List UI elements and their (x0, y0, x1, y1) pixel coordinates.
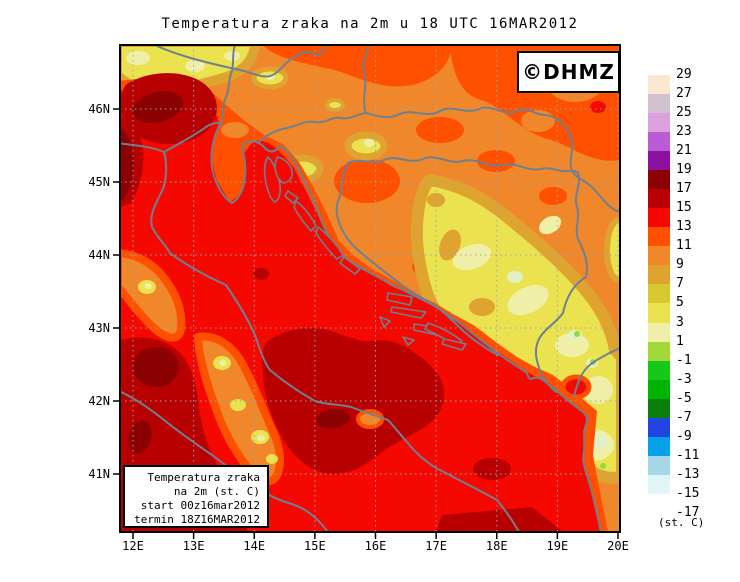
border-bosnia-serbia-montenegro (534, 172, 589, 393)
colorbar-swatch (648, 151, 670, 171)
graticule (120, 45, 620, 532)
colorbar-label: -15 (676, 485, 700, 501)
lat-axis-label: 42N (88, 394, 110, 408)
colorbar-swatch (648, 208, 670, 228)
colorbar-swatch (648, 322, 670, 343)
istria-croatia-coastline (210, 123, 602, 532)
colorbar-swatch (648, 75, 670, 95)
colorbar-label: 5 (676, 295, 684, 311)
colorbar-label: -9 (676, 428, 692, 444)
colorbar-swatch (648, 360, 670, 381)
lon-axis-label: 17E (425, 539, 447, 553)
border-croatia-hungary-serbia (365, 106, 620, 213)
border-croatia-bosnia-west (335, 162, 499, 356)
colorbar-swatch (648, 474, 670, 495)
border-croatia-bosnia-north (347, 156, 579, 174)
lon-axis-label: 18E (486, 539, 508, 553)
colorbar-label: -17 (676, 504, 700, 520)
istria-north-orange (221, 122, 249, 138)
lon-axis-label: 14E (243, 539, 265, 553)
colorbar-swatch (648, 227, 670, 247)
lon-axis-label: 13E (183, 539, 205, 553)
italy-adriatic-coastline (120, 142, 520, 532)
lon-axis-label: 19E (547, 539, 569, 553)
colorbar-label: 23 (676, 124, 692, 140)
colorbar-label: 9 (676, 257, 684, 273)
colorbar-swatch (648, 113, 670, 133)
lat-axis-label: 43N (88, 321, 110, 335)
lat-axis-label: 46N (88, 102, 110, 116)
colorbar-label: -13 (676, 466, 700, 482)
axis-labels: 12E 13E 14E 15E 16E 17E 18E 19E 20E 46N 45N 44N 43N 4… (88, 102, 629, 553)
colorbar-label: 7 (676, 276, 684, 292)
legend-line-level: na 2m (st. C) (173, 485, 260, 498)
border-montenegro-albania (573, 346, 620, 398)
colorbar-swatch (648, 417, 670, 438)
colorbar-swatch (648, 455, 670, 476)
apennine-patches (120, 249, 284, 486)
lon-axis-label: 12E (122, 539, 144, 553)
colorbar-swatch (648, 246, 670, 266)
colorbar-label: 1 (676, 333, 684, 349)
colorbar-label: 21 (676, 143, 692, 159)
lat-axis-label: 45N (88, 175, 110, 189)
colorbar: 29 27 25 23 21 19 17 15 13 11 9 7 5 3 1 -1 -3 -5 -7 -9 -11 -1… (648, 0, 738, 582)
warm-inland-patches (262, 45, 620, 306)
colorbar-label: -3 (676, 371, 692, 387)
gulf-of-venice-coastline (163, 122, 222, 153)
dhmz-logo-text: ©DHMZ (522, 60, 615, 84)
axis-ticks (113, 108, 619, 539)
map-frame (119, 44, 621, 533)
legend-line-param: Temperatura zraka (147, 471, 260, 484)
lon-axis-label: 16E (365, 539, 387, 553)
colorbar-swatch (648, 284, 670, 305)
lon-axis-label: 20E (607, 539, 629, 553)
colorbar-label: -5 (676, 390, 692, 406)
colorbar-swatch (648, 94, 670, 114)
colorbar-label: 13 (676, 219, 692, 235)
colorbar-swatch (648, 341, 670, 362)
colorbar-label: 15 (676, 200, 692, 216)
adriatic-islands (263, 156, 467, 351)
colorbar-label: 29 (676, 67, 692, 82)
colorbar-swatch (648, 132, 670, 152)
border-austria (154, 45, 328, 78)
colorbar-swatch (648, 189, 670, 209)
colorbar-label: 3 (676, 314, 684, 330)
colorbar-swatch (648, 170, 670, 190)
lat-axis-label: 44N (88, 248, 110, 262)
border-slovenia-hungary (362, 45, 370, 114)
map-canvas (120, 45, 620, 532)
border-italy-slovenia (220, 45, 236, 125)
legend-box: Temperatura zraka na 2m (st. C) start 00… (123, 465, 269, 528)
colorbar-swatch (648, 398, 670, 419)
country-borders (154, 45, 620, 398)
colorbar-label: 17 (676, 181, 692, 197)
colorbar-label: 11 (676, 238, 692, 254)
colorbar-label: -1 (676, 352, 692, 368)
colorbar-label: -7 (676, 409, 692, 425)
colorbar-swatch (648, 379, 670, 400)
lon-axis-label: 15E (304, 539, 326, 553)
page-title: Temperatura zraka na 2m u 18 UTC 16MAR20… (161, 16, 579, 32)
legend-line-start: start 00z16mar2012 (140, 499, 260, 512)
dhmz-watermark-box: ©DHMZ (517, 51, 620, 93)
colorbar-swatch (648, 436, 670, 457)
colorbar-unit: (st. C) (658, 516, 705, 529)
legend-line-termin: termin 18Z16MAR2012 (134, 513, 260, 526)
colorbar-label: -11 (676, 447, 700, 463)
colorbar-swatch (648, 265, 670, 285)
colorbar-label: 25 (676, 105, 692, 121)
colorbar-label: 27 (676, 86, 692, 102)
lat-axis-label: 41N (88, 467, 110, 481)
colorbar-label: 19 (676, 162, 692, 178)
border-slovenia-croatia (258, 112, 367, 143)
colorbar-swatch (648, 303, 670, 324)
